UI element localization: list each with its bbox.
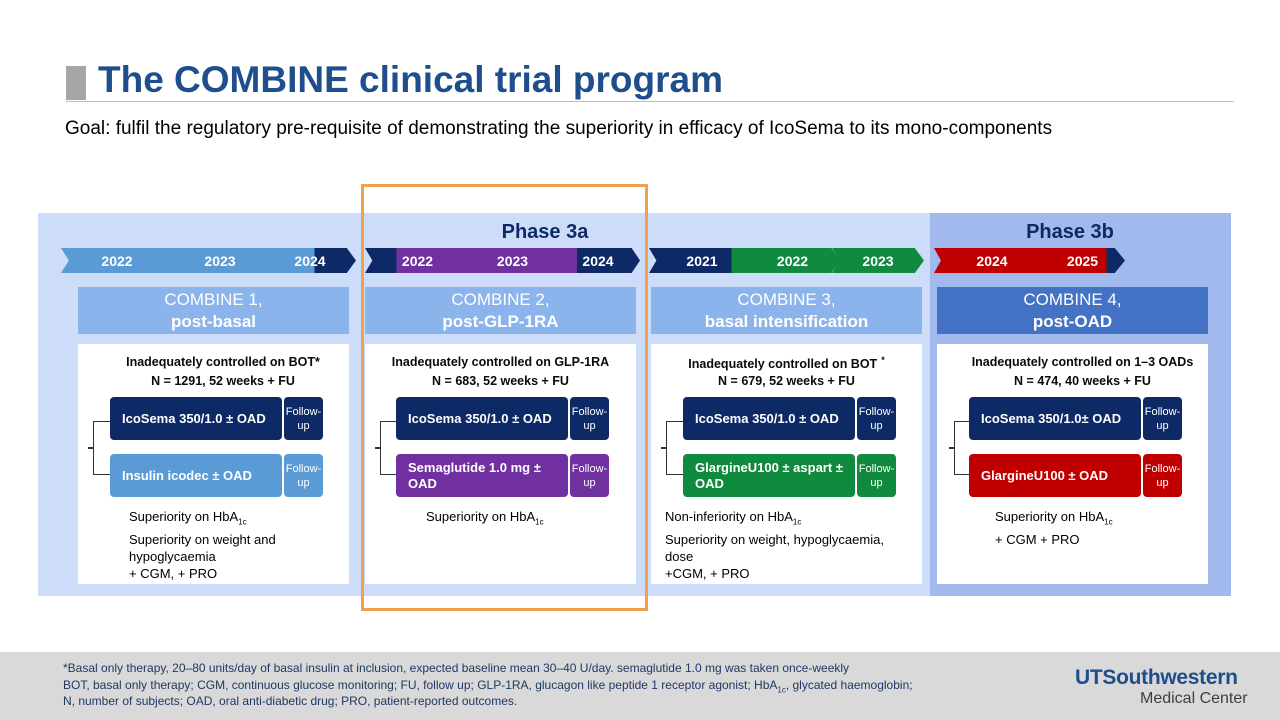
- follow-up-box: Follow-up: [284, 397, 323, 440]
- footnote-line-1: *Basal only therapy, 20–80 units/day of …: [63, 661, 850, 675]
- bracket-tick: [88, 447, 94, 449]
- outcome-line: +CGM, + PRO: [665, 565, 750, 581]
- follow-up-box: Follow-up: [570, 454, 609, 497]
- footnote-text: BOT, basal only therapy; CGM, continuous…: [63, 678, 778, 692]
- trial-subtitle: post-GLP-1RA: [442, 312, 559, 331]
- goal-text: Goal: fulfil the regulatory pre-requisit…: [65, 118, 1053, 139]
- arm-2-box: Insulin icodec ± OAD: [110, 454, 282, 497]
- bracket-tick: [949, 447, 955, 449]
- phase-3a-label: Phase 3a: [501, 221, 589, 243]
- trial-panel-combine-4: Inadequately controlled on 1–3 OADs N = …: [937, 344, 1208, 584]
- outcome-line: + CGM, + PRO: [129, 565, 218, 581]
- trial-header-combine-4: COMBINE 4, post-OAD: [937, 287, 1208, 334]
- year-arrow: 2021: [649, 248, 755, 273]
- follow-up-box: Follow-up: [1143, 397, 1182, 440]
- bracket-tick: [375, 447, 381, 449]
- randomization-bracket: [93, 421, 111, 475]
- trial-subtitle: post-basal: [170, 312, 257, 331]
- trial-name: COMBINE 2,: [451, 290, 550, 309]
- subscript: 1c: [238, 517, 247, 527]
- outcome-line: Superiority on weight, hypoglycaemia,: [665, 531, 884, 547]
- bracket-tick: [661, 447, 667, 449]
- arm-1-box: IcoSema 350/1.0 ± OAD: [396, 397, 568, 440]
- follow-up-box: Follow-up: [857, 397, 896, 440]
- trial-subtitle: post-OAD: [1032, 312, 1113, 331]
- outcome-line: dose: [665, 548, 694, 564]
- subscript: 1c: [535, 517, 544, 527]
- phase-3b-label: Phase 3b: [1026, 221, 1114, 243]
- year-arrow: 2022: [365, 248, 470, 273]
- follow-up-box: Follow-up: [857, 454, 896, 497]
- arm-2-box: GlargineU100 ± aspart ± OAD: [683, 454, 855, 497]
- outcome-line: Superiority on HbA: [995, 509, 1105, 524]
- asterisk: *: [881, 355, 885, 365]
- sample-size-text: N = 683, 52 weeks + FU: [432, 374, 569, 388]
- trial-name: COMBINE 4,: [1023, 290, 1122, 309]
- year-arrow: 2022: [61, 248, 173, 273]
- combine-2-highlight-frame: [361, 184, 648, 611]
- outcome-line: Superiority on HbA: [129, 509, 239, 524]
- trial-panel-combine-3: Inadequately controlled on BOT * N = 679,…: [651, 344, 922, 584]
- title-divider: [66, 101, 1234, 102]
- title-accent-bar: [66, 66, 86, 100]
- sample-size-text: N = 679, 52 weeks + FU: [718, 374, 855, 388]
- trial-subtitle: basal intensification: [704, 312, 869, 331]
- outcome-line: hypoglycaemia: [129, 548, 216, 564]
- arm-1-box: IcoSema 350/1.0 ± OAD: [683, 397, 855, 440]
- follow-up-box: Follow-up: [1143, 454, 1182, 497]
- sample-size-text: N = 474, 40 weeks + FU: [1014, 374, 1151, 388]
- year-arrow: 2024: [264, 248, 356, 273]
- year-arrow: 2023: [460, 248, 565, 273]
- arm-2-box: Semaglutide 1.0 mg ± OAD: [396, 454, 568, 497]
- follow-up-box: Follow-up: [570, 397, 609, 440]
- year-arrow: 2024: [556, 248, 640, 273]
- population-text: Inadequately controlled on 1–3 OADs: [971, 355, 1194, 369]
- sample-size-text: N = 1291, 52 weeks + FU: [151, 374, 295, 388]
- year-arrow: 2023: [164, 248, 276, 273]
- year-arrow: 2024: [934, 248, 1050, 273]
- trial-header-combine-1: COMBINE 1, post-basal: [78, 287, 349, 334]
- trial-name: COMBINE 3,: [737, 290, 836, 309]
- follow-up-box: Follow-up: [284, 454, 323, 497]
- arm-1-box: IcoSema 350/1.0± OAD: [969, 397, 1141, 440]
- subscript: 1c: [1104, 517, 1113, 527]
- page-title: The COMBINE clinical trial program: [98, 59, 724, 100]
- population-text: Inadequately controlled on BOT*: [126, 355, 320, 369]
- footnote-line-2: BOT, basal only therapy; CGM, continuous…: [63, 678, 913, 694]
- outcome-line: Superiority on HbA: [426, 509, 536, 524]
- footer-band: [0, 652, 1280, 720]
- outcome-line: + CGM + PRO: [995, 531, 1080, 547]
- year-arrow: 2022: [745, 248, 840, 273]
- subscript: 1c: [777, 685, 786, 695]
- trial-header-combine-2: COMBINE 2, post-GLP-1RA: [365, 287, 636, 334]
- year-arrow: 2025: [1040, 248, 1125, 273]
- population-text: Inadequately controlled on GLP-1RA: [391, 355, 610, 369]
- outcomes-text: Non-inferiority on HbA1c Superiority on …: [665, 508, 884, 582]
- arm-1-box: IcoSema 350/1.0 ± OAD: [110, 397, 282, 440]
- trial-name: COMBINE 1,: [164, 290, 263, 309]
- year-arrow: 2023: [832, 248, 924, 273]
- institution-logo-subtitle: Medical Center: [1140, 690, 1248, 707]
- outcomes-text: Superiority on HbA1c: [426, 508, 544, 531]
- trial-header-combine-3: COMBINE 3, basal intensification: [651, 287, 922, 334]
- randomization-bracket: [666, 421, 684, 475]
- population-label: Inadequately controlled on BOT: [688, 357, 878, 372]
- institution-logo-name: UTSouthwestern: [1075, 666, 1238, 689]
- arm-2-box: GlargineU100 ± OAD: [969, 454, 1141, 497]
- outcomes-text: Superiority on HbA1c Superiority on weig…: [129, 508, 276, 582]
- outcome-line: Non-inferiority on HbA: [665, 509, 793, 524]
- trial-panel-combine-2: Inadequately controlled on GLP-1RA N = 6…: [365, 344, 636, 584]
- subscript: 1c: [792, 517, 802, 527]
- footnote-line-3: N, number of subjects; OAD, oral anti-di…: [63, 694, 518, 708]
- outcome-line: Superiority on weight and: [129, 531, 276, 547]
- footnote-text: , glycated haemoglobin;: [785, 678, 913, 692]
- trial-panel-combine-1: Inadequately controlled on BOT* N = 1291…: [78, 344, 349, 584]
- population-text: Inadequately controlled on BOT*: [651, 355, 922, 371]
- outcomes-text: Superiority on HbA1c + CGM + PRO: [995, 508, 1113, 548]
